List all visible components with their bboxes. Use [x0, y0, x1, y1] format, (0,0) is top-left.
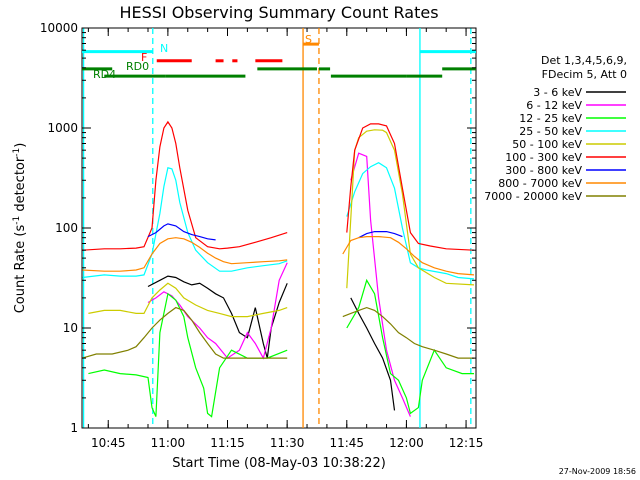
y-axis-label: Count Rate (s-1 detector-1) [12, 143, 28, 314]
timestamp: 27-Nov-2009 18:56 [559, 467, 636, 476]
legend-label-3: 25 - 50 keV [519, 125, 582, 138]
series-1-line-1 [350, 152, 411, 417]
series-8-line-1 [342, 306, 474, 359]
series-2-line-1 [346, 278, 474, 415]
series-lines [82, 120, 475, 418]
x-tick-label-6: 12:15 [449, 436, 484, 450]
series-2-line-0 [88, 292, 288, 418]
legend-label-4: 50 - 100 keV [512, 138, 582, 151]
series-8-line-0 [82, 306, 288, 359]
y-axis-label-main: Count Rate (s [13, 225, 28, 314]
legend: Det 1,3,4,5,6,9, FDecim 5, Att 0 3 - 6 k… [484, 54, 627, 203]
legend-label-1: 6 - 12 keV [526, 99, 582, 112]
x-tick-label-0: 10:45 [91, 436, 126, 450]
series-4-line-1 [346, 129, 475, 289]
series-1-line-0 [147, 262, 288, 360]
legend-label-8: 7000 - 20000 keV [484, 190, 582, 203]
series-6-line-0 [147, 223, 216, 241]
flag-label-s: S [305, 33, 312, 46]
legend-header-1: Det 1,3,4,5,6,9, [541, 54, 627, 67]
flag-label-f: F [141, 51, 147, 64]
y-axis-label-sup: -1 [12, 216, 22, 225]
flag-vertical-lines [82, 28, 472, 428]
y-axis-ticks: 1 10 100 1000 10000 [40, 21, 476, 435]
y-tick-label-3: 1000 [47, 121, 78, 135]
plot-frame [81, 27, 477, 429]
flag-label-n: N [160, 42, 168, 55]
series-3-line-1 [346, 162, 475, 280]
legend-label-7: 800 - 7000 keV [498, 177, 582, 190]
x-tick-label-1: 11:00 [151, 436, 186, 450]
series-5-line-0 [82, 120, 288, 251]
x-tick-label-5: 12:00 [389, 436, 424, 450]
x-axis-label: Start Time (08-May-03 10:38:22) [172, 456, 386, 471]
flag-label-rd0: RD0 [126, 60, 149, 73]
y-tick-label-0: 1 [70, 421, 78, 435]
legend-label-2: 12 - 25 keV [519, 112, 582, 125]
legend-label-0: 3 - 6 keV [533, 86, 582, 99]
y-axis-label-tail: detector [13, 156, 28, 216]
x-axis-ticks: 10:45 11:00 11:15 11:30 11:45 12:00 12:15 [87, 28, 484, 450]
y-tick-label-2: 100 [55, 221, 78, 235]
flag-label-rd4: RD4 [93, 68, 116, 81]
y-axis-label-close: ) [13, 143, 28, 148]
flag-labels: N F RD0 RD4 S [93, 33, 312, 81]
flag-bars [82, 42, 476, 78]
legend-label-5: 100 - 300 keV [505, 151, 582, 164]
series-6-line-1 [358, 231, 403, 239]
series-4-line-0 [88, 282, 288, 318]
y-tick-label-4: 10000 [40, 21, 78, 35]
y-tick-label-1: 10 [63, 321, 78, 335]
series-7-line-1 [342, 236, 475, 276]
chart-title: HESSI Observing Summary Count Rates [119, 3, 438, 22]
x-tick-label-2: 11:15 [210, 436, 245, 450]
x-tick-label-4: 11:45 [329, 436, 364, 450]
y-axis-label-sup2: -1 [12, 148, 22, 157]
series-5-line-1 [346, 123, 475, 251]
x-tick-label-3: 11:30 [270, 436, 305, 450]
series-7-line-0 [82, 237, 288, 272]
series-0-line-1 [350, 297, 396, 411]
series-3-line-0 [82, 167, 288, 279]
legend-label-6: 300 - 800 keV [505, 164, 582, 177]
legend-header-2: FDecim 5, Att 0 [542, 68, 627, 81]
